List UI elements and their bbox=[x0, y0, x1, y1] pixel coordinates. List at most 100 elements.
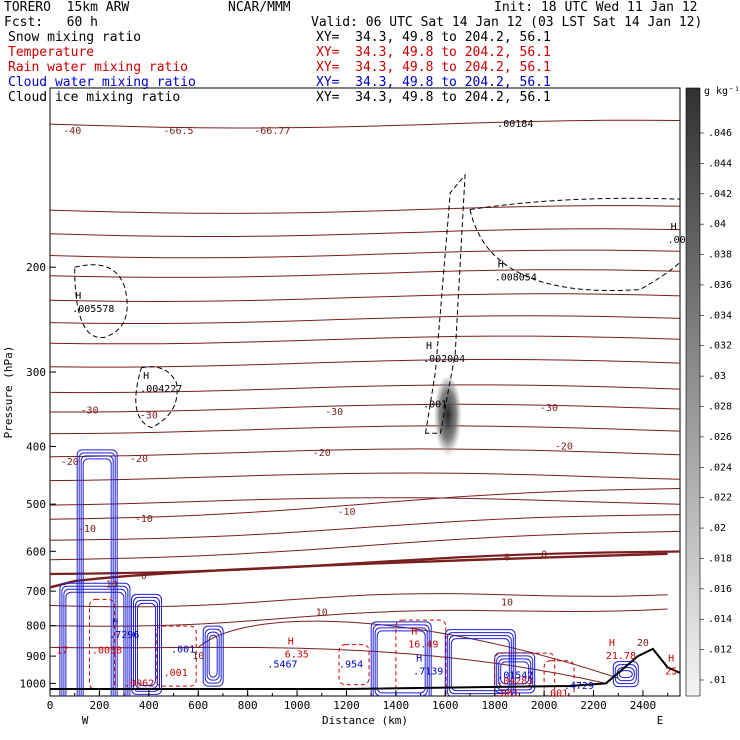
terrain-line bbox=[50, 647, 680, 691]
y-tick-label: 600 bbox=[26, 545, 46, 558]
extremum-marker: H bbox=[671, 222, 677, 233]
colorbar-ticks: .046 .044 .042 .04 .038 .036 .034 .032 .03 .028 .0… bbox=[700, 128, 732, 686]
temperature-contour-label: 10 bbox=[316, 607, 328, 618]
colorbar-tick-label: .012 bbox=[708, 645, 732, 656]
temperature-contour-label: -30 bbox=[80, 405, 98, 416]
field-name-temperature: Temperature bbox=[8, 45, 95, 60]
extremum-marker: H bbox=[288, 637, 294, 648]
colorbar-tick-label: .044 bbox=[708, 158, 732, 169]
field-name-rain: Rain water mixing ratio bbox=[8, 60, 189, 75]
cloud-water-contour bbox=[65, 591, 125, 696]
isotherm-line bbox=[50, 425, 680, 435]
cloud-water-contour bbox=[133, 596, 161, 692]
extremum-value-label: 25 bbox=[665, 666, 677, 677]
extremum-value-label: .04283 bbox=[497, 676, 533, 687]
temperature-contour-label: -20 bbox=[555, 441, 573, 452]
isotherm-line bbox=[50, 293, 680, 303]
colorbar-unit: g kg⁻¹ bbox=[704, 86, 740, 97]
header-left-line2: Fcst: 60 h bbox=[4, 15, 98, 30]
isotherm-line bbox=[50, 552, 668, 589]
extremum-marker: H bbox=[75, 291, 81, 302]
extremum-marker: H bbox=[143, 371, 149, 382]
extremum-value-label: .01542 bbox=[497, 671, 533, 682]
cloud-water-contour bbox=[135, 599, 159, 689]
x-tick-label: 2200 bbox=[580, 699, 607, 712]
colorbar-tick-label: .036 bbox=[708, 280, 732, 291]
colorbar-tick-label: .038 bbox=[708, 250, 732, 261]
isotherm-line bbox=[50, 249, 680, 259]
x-end-label-west: W bbox=[82, 714, 89, 727]
temperature-contour-label: -66.5 bbox=[163, 126, 193, 137]
isotherm-line bbox=[50, 530, 680, 561]
isotherm-line bbox=[50, 205, 680, 214]
extremum-value-label: .7139 bbox=[413, 666, 443, 677]
x-tick-label: 1800 bbox=[481, 699, 508, 712]
snow-contour bbox=[424, 173, 466, 434]
extremum-value-label: .001 bbox=[423, 399, 447, 410]
x-tick-label: 1600 bbox=[432, 699, 459, 712]
rain-contour bbox=[543, 660, 575, 696]
cloud-water-contour bbox=[612, 661, 639, 688]
x-tick-label: 1000 bbox=[284, 699, 311, 712]
field-xy-cloud-ice: XY= 34.3, 49.8 to 204.2, 56.1 bbox=[316, 90, 551, 105]
isotherm-line bbox=[50, 228, 680, 237]
extremum-value-label: .001 bbox=[495, 689, 519, 700]
field-xy-snow: XY= 34.3, 49.8 to 204.2, 56.1 bbox=[316, 30, 551, 45]
cloud-water-contour bbox=[80, 455, 114, 696]
cloud-water-contour bbox=[374, 627, 428, 696]
y-tick-label: 700 bbox=[26, 585, 46, 598]
colorbar-tick-label: .04 bbox=[708, 219, 726, 230]
rain-contour bbox=[155, 625, 197, 687]
extremum-marker: H bbox=[609, 638, 615, 649]
extremum-value-label: .0062 bbox=[124, 678, 154, 689]
isotherm-line bbox=[50, 472, 680, 482]
colorbar-tick-label: .032 bbox=[708, 341, 732, 352]
y-tick-label: 800 bbox=[26, 620, 46, 633]
extremum-value-label: .0058 bbox=[92, 645, 122, 656]
contour-labels: -66.5 -66.77 -30 -30 -30 -30 -20 -20 -20 -20 -10 -1… bbox=[56, 119, 692, 699]
y-tick-label: 500 bbox=[26, 498, 46, 511]
rain-contour bbox=[395, 619, 447, 696]
plot-frame bbox=[49, 87, 681, 697]
extremum-value-label: .005578 bbox=[72, 304, 114, 315]
isotherm-line bbox=[50, 335, 680, 345]
extremum-marker: H bbox=[411, 626, 417, 637]
isotherm-line bbox=[50, 608, 668, 627]
isotherm-line bbox=[50, 384, 680, 394]
cloud-water-contour bbox=[444, 629, 516, 696]
header-valid: Valid: 06 UTC Sat 14 Jan 12 (03 LST Sat … bbox=[311, 15, 703, 30]
isotherm-line bbox=[50, 358, 680, 368]
temperature-contour-label: 10 bbox=[106, 579, 118, 590]
cloud-water-contour bbox=[618, 670, 633, 679]
colorbar-tick-label: .02 bbox=[708, 523, 726, 534]
temperature-contour-label: -10 bbox=[78, 524, 96, 535]
cloud-water-contour bbox=[206, 631, 220, 681]
cloud-water-contour bbox=[450, 638, 510, 692]
snow-contour bbox=[469, 197, 680, 291]
extremum-value-label: .001 bbox=[171, 645, 195, 656]
colorbar-tick-label: .014 bbox=[708, 614, 732, 625]
temperature-contour-label: -30 bbox=[540, 403, 558, 414]
temperature-contour-label: -20 bbox=[130, 454, 148, 465]
isotherm-line bbox=[50, 269, 680, 278]
cloud-water-contour bbox=[448, 635, 512, 695]
extremum-value-label: .00184 bbox=[497, 119, 533, 130]
isotherm-line bbox=[50, 448, 680, 458]
y-tick-label: 1000 bbox=[20, 677, 47, 690]
x-tick-label: 2000 bbox=[531, 699, 558, 712]
x-tick-label: 800 bbox=[238, 699, 258, 712]
cloud-water-contour bbox=[496, 655, 534, 691]
y-axis-label: Pressure (hPa) bbox=[2, 346, 15, 439]
cloud-water-contour bbox=[82, 458, 112, 696]
colorbar-tick-label: .024 bbox=[708, 462, 732, 473]
extremum-value-label: .001 bbox=[164, 668, 188, 679]
x-axis-ticks: 0 200 400 600 800 1000 1200 1400 1600 1800 2000 220… bbox=[47, 690, 669, 712]
field-name-cloud-water: Cloud water mixing ratio bbox=[8, 75, 196, 90]
cloud-water-contour bbox=[372, 624, 430, 696]
field-name-snow: Snow mixing ratio bbox=[8, 30, 142, 45]
colorbar-tick-label: .03 bbox=[708, 371, 726, 382]
temperature-contour-label: -10 bbox=[337, 507, 355, 518]
cloud-water-contour bbox=[446, 632, 514, 696]
extremum-value-label: .008054 bbox=[495, 272, 537, 283]
temperature-contour-label: -20 bbox=[313, 448, 331, 459]
